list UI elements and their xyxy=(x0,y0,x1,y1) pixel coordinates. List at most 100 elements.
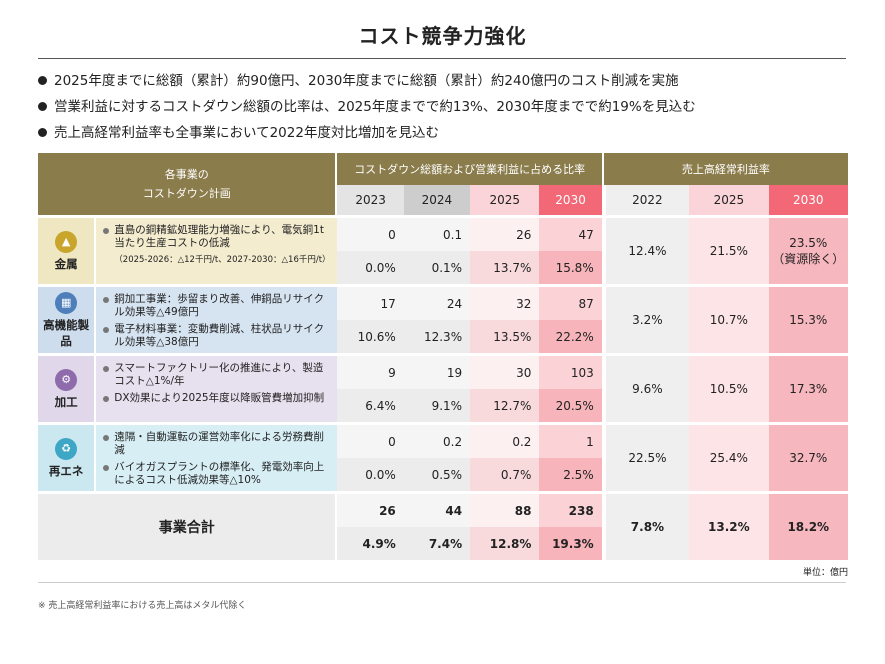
margin-cell: 10.7% xyxy=(689,284,769,353)
ratio-cell: 12.7% xyxy=(470,389,540,422)
amount-cell: 1 xyxy=(539,422,602,458)
segment-metals: ▲ 金属 xyxy=(38,215,97,284)
margin-value: 23.5% xyxy=(789,235,828,250)
ratio-cell: 22.2% xyxy=(539,320,602,353)
margin-cell: 21.5% xyxy=(689,215,769,284)
ratio-cell: 9.1% xyxy=(403,389,471,422)
cost-down-header: コストダウン総額および営業利益に占める比率 xyxy=(337,153,602,185)
amount-cell: 30 xyxy=(470,353,540,389)
amount-cell: 0 xyxy=(337,215,404,251)
bullet-text: 売上高経常利益率も全事業において2022年度対比増加を見込む xyxy=(54,125,439,141)
segment-description: 銅加工事業：歩留まり改善、伸銅品リサイクル効果等△49億円 電子材料事業：変動費… xyxy=(96,284,338,353)
amount-cell: 0.2 xyxy=(403,422,471,458)
measure-subnote: （2025-2026：△12千円/t、2027-2030：△16千円/t） xyxy=(114,255,331,265)
margin-cell: 12.4% xyxy=(601,215,690,284)
total-label: 事業合計 xyxy=(38,491,338,560)
year-2023: 2023 xyxy=(337,185,404,215)
measure-item: 遠隔・自動運転の運営効率化による労務費削減 xyxy=(100,431,333,457)
margin-cell: 25.4% xyxy=(689,422,769,491)
ratio-cell: 10.6% xyxy=(337,320,404,353)
ratio-cell: 13.7% xyxy=(470,251,540,284)
margin-cell: 23.5% （資源除く） xyxy=(768,215,848,284)
total-amount-cell: 238 xyxy=(539,491,602,527)
measure-item: 銅加工事業：歩留まり改善、伸銅品リサイクル効果等△49億円 xyxy=(100,293,333,319)
segment-description: 遠隔・自動運転の運営効率化による労務費削減 バイオガスプラントの標準化、発電効率… xyxy=(96,422,338,491)
margin-header: 売上高経常利益率 xyxy=(601,153,848,185)
summary-bullets: 2025年度までに総額（累計）約90億円、2030年度までに総額（累計）約240… xyxy=(38,68,848,146)
year-2025: 2025 xyxy=(470,185,540,215)
year-2024: 2024 xyxy=(403,185,471,215)
total-margin-cell: 7.8% xyxy=(601,491,690,560)
amount-cell: 19 xyxy=(403,353,471,389)
margin-year-2022: 2022 xyxy=(601,185,690,215)
gold-bars-icon: ▲ xyxy=(55,230,78,253)
ratio-cell: 2.5% xyxy=(539,458,602,491)
amount-cell: 103 xyxy=(539,353,602,389)
ratio-cell: 0.0% xyxy=(337,251,404,284)
amount-cell: 17 xyxy=(337,284,404,320)
total-ratio-cell: 12.8% xyxy=(470,527,540,560)
amount-cell: 32 xyxy=(470,284,540,320)
segment-name: 金属 xyxy=(54,256,78,271)
bullet-text: 営業利益に対するコストダウン総額の比率は、2025年度までで約13%、2030年… xyxy=(54,99,696,115)
amount-cell: 0 xyxy=(337,422,404,458)
measure-item: DX効果により2025年度以降販管費増加抑制 xyxy=(100,392,333,405)
plan-header: 各事業の コストダウン計画 xyxy=(38,153,338,215)
measure-item: バイオガスプラントの標準化、発電効率向上によるコスト低減効果等△10% xyxy=(100,461,333,487)
segment-name: 高機能製品 xyxy=(43,317,90,348)
segment-renewable-energy: ♻ 再エネ xyxy=(38,422,97,491)
margin-cell: 22.5% xyxy=(601,422,690,491)
measure-item: 電子材料事業：変動費削減、柱状品リサイクル効果等△38億円 xyxy=(100,323,333,349)
margin-cell: 32.7% xyxy=(768,422,848,491)
amount-cell: 9 xyxy=(337,353,404,389)
page-title: コスト競争力強化 xyxy=(358,24,527,48)
segment-description: スマートファクトリー化の推進により、製造コスト△1%/年 DX効果により2025… xyxy=(96,353,338,422)
measure-item: スマートファクトリー化の推進により、製造コスト△1%/年 xyxy=(100,362,333,388)
segment-advanced-products: ▦ 高機能製品 xyxy=(38,284,97,353)
bullet-item: 2025年度までに総額（累計）約90億円、2030年度までに総額（累計）約240… xyxy=(38,68,848,94)
plan-header-line: コストダウン計画 xyxy=(142,187,231,200)
footnote: ※ 売上高経常利益率における売上高はメタル代除く xyxy=(38,601,247,611)
total-ratio-cell: 19.3% xyxy=(539,527,602,560)
amount-cell: 24 xyxy=(403,284,471,320)
bullet-text: 2025年度までに総額（累計）約90億円、2030年度までに総額（累計）約240… xyxy=(54,73,679,89)
recycle-icon: ♻ xyxy=(55,437,78,460)
amount-cell: 26 xyxy=(470,215,540,251)
ratio-cell: 0.7% xyxy=(470,458,540,491)
ratio-cell: 12.3% xyxy=(403,320,471,353)
margin-cell: 15.3% xyxy=(768,284,848,353)
measure-item: 直島の銅精鉱処理能力増強により、電気銅1t当たり生産コストの低減 xyxy=(100,224,333,250)
total-ratio-cell: 7.4% xyxy=(403,527,471,560)
margin-note: （資源除く） xyxy=(772,251,845,266)
ratio-cell: 15.8% xyxy=(539,251,602,284)
bullet-dot-icon xyxy=(38,127,47,137)
year-2030: 2030 xyxy=(539,185,602,215)
total-amount-cell: 88 xyxy=(470,491,540,527)
segment-description: 直島の銅精鉱処理能力増強により、電気銅1t当たり生産コストの低減 （2025-2… xyxy=(96,215,338,284)
total-amount-cell: 44 xyxy=(403,491,471,527)
ratio-cell: 20.5% xyxy=(539,389,602,422)
total-margin-cell: 13.2% xyxy=(689,491,769,560)
total-ratio-cell: 4.9% xyxy=(337,527,404,560)
amount-cell: 0.1 xyxy=(403,215,471,251)
segment-name: 加工 xyxy=(54,394,78,409)
ratio-cell: 0.0% xyxy=(337,458,404,491)
margin-cell: 9.6% xyxy=(601,353,690,422)
bullet-item: 営業利益に対するコストダウン総額の比率は、2025年度までで約13%、2030年… xyxy=(38,94,848,120)
margin-cell: 3.2% xyxy=(601,284,690,353)
total-margin-cell: 18.2% xyxy=(768,491,848,560)
amount-cell: 87 xyxy=(539,284,602,320)
segment-processing: ⚙ 加工 xyxy=(38,353,97,422)
unit-label: 単位：億円 xyxy=(802,568,848,578)
ratio-cell: 13.5% xyxy=(470,320,540,353)
margin-cell: 17.3% xyxy=(768,353,848,422)
margin-year-2030: 2030 xyxy=(768,185,848,215)
bullet-dot-icon xyxy=(38,101,47,111)
ratio-cell: 0.5% xyxy=(403,458,471,491)
amount-cell: 0.2 xyxy=(470,422,540,458)
cost-reduction-table: 各事業の コストダウン計画 コストダウン総額および営業利益に占める比率 売上高経… xyxy=(38,153,848,560)
gears-icon: ⚙ xyxy=(55,368,78,391)
footer-divider xyxy=(38,582,846,583)
chip-icon: ▦ xyxy=(55,291,78,314)
